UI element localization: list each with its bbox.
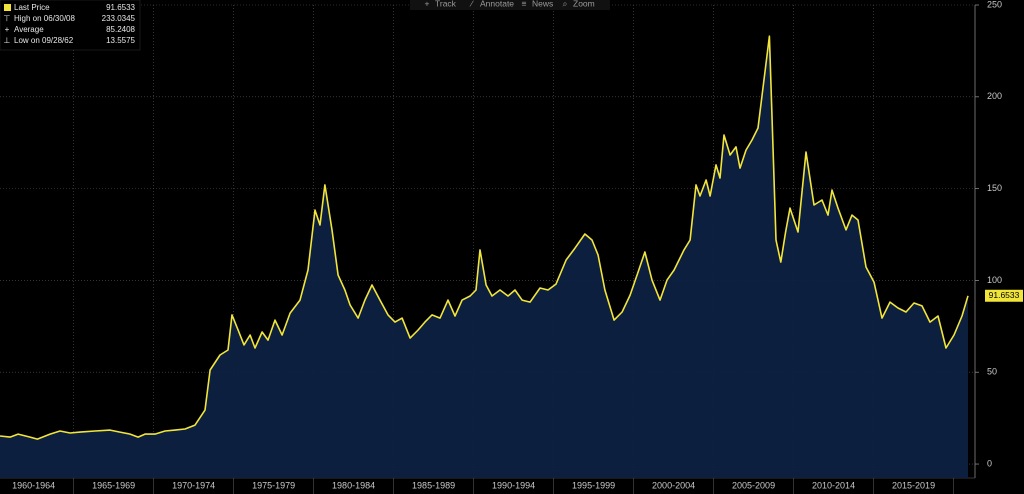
x-tick-label: 1965-1969 bbox=[92, 480, 135, 490]
x-tick-label: 2000-2004 bbox=[652, 480, 695, 490]
legend-label: High on 06/30/08 bbox=[14, 14, 75, 23]
toolbar-icon: ≡ bbox=[522, 0, 527, 8]
toolbar-icon: + bbox=[425, 0, 430, 8]
legend-value: 91.6533 bbox=[106, 3, 135, 12]
legend-label: Last Price bbox=[14, 3, 50, 12]
y-tick-label: 200 bbox=[987, 91, 1002, 101]
legend-icon: ⊥ bbox=[4, 36, 11, 45]
overlay: Last Price 91.6533 ⊤ High on 06/30/08 233.03… bbox=[0, 0, 610, 51]
y-tick-label: 150 bbox=[987, 183, 1002, 193]
toolbar-button[interactable]: Zoom bbox=[573, 0, 595, 8]
x-tick-label: 1985-1989 bbox=[412, 480, 455, 490]
legend-box bbox=[0, 0, 141, 51]
toolbar-button[interactable]: News bbox=[532, 0, 553, 8]
toolbar bbox=[410, 0, 610, 10]
x-tick-label: 1975-1979 bbox=[252, 480, 295, 490]
legend-value: 13.5575 bbox=[106, 36, 135, 45]
x-tick-label: 1970-1974 bbox=[172, 480, 215, 490]
toolbar-icon: ∕ bbox=[469, 0, 474, 8]
last-price-label: 91.6533 bbox=[989, 290, 1020, 300]
legend-label: Low on 09/28/62 bbox=[14, 36, 74, 45]
toolbar-button[interactable]: Track bbox=[435, 0, 457, 8]
x-tick-label: 2010-2014 bbox=[812, 480, 855, 490]
legend-value: 233.0345 bbox=[102, 14, 136, 23]
y-tick-label: 100 bbox=[987, 275, 1002, 285]
toolbar-icon: ⌕ bbox=[563, 0, 568, 8]
last-price-tag bbox=[985, 289, 1023, 302]
x-tick-label: 1990-1994 bbox=[492, 480, 535, 490]
x-tick-label: 2015-2019 bbox=[892, 480, 935, 490]
x-tick-label: 1960-1964 bbox=[12, 480, 55, 490]
x-tick-label: 1980-1984 bbox=[332, 480, 375, 490]
y-tick-label: 0 bbox=[987, 458, 992, 468]
legend-swatch bbox=[4, 4, 11, 11]
line bbox=[0, 35, 969, 440]
legend-icon: + bbox=[5, 25, 10, 34]
x-tick-label: 1995-1999 bbox=[572, 480, 615, 490]
x-tick-label: 2005-2009 bbox=[732, 480, 775, 490]
legend-label: Average bbox=[14, 25, 44, 34]
legend-icon: ⊤ bbox=[4, 14, 11, 23]
area bbox=[0, 36, 968, 478]
y-tick-label: 50 bbox=[987, 367, 997, 377]
toolbar-button[interactable]: Annotate bbox=[480, 0, 514, 8]
legend-value: 85.2408 bbox=[106, 25, 135, 34]
y-tick-label: 250 bbox=[987, 0, 1002, 9]
